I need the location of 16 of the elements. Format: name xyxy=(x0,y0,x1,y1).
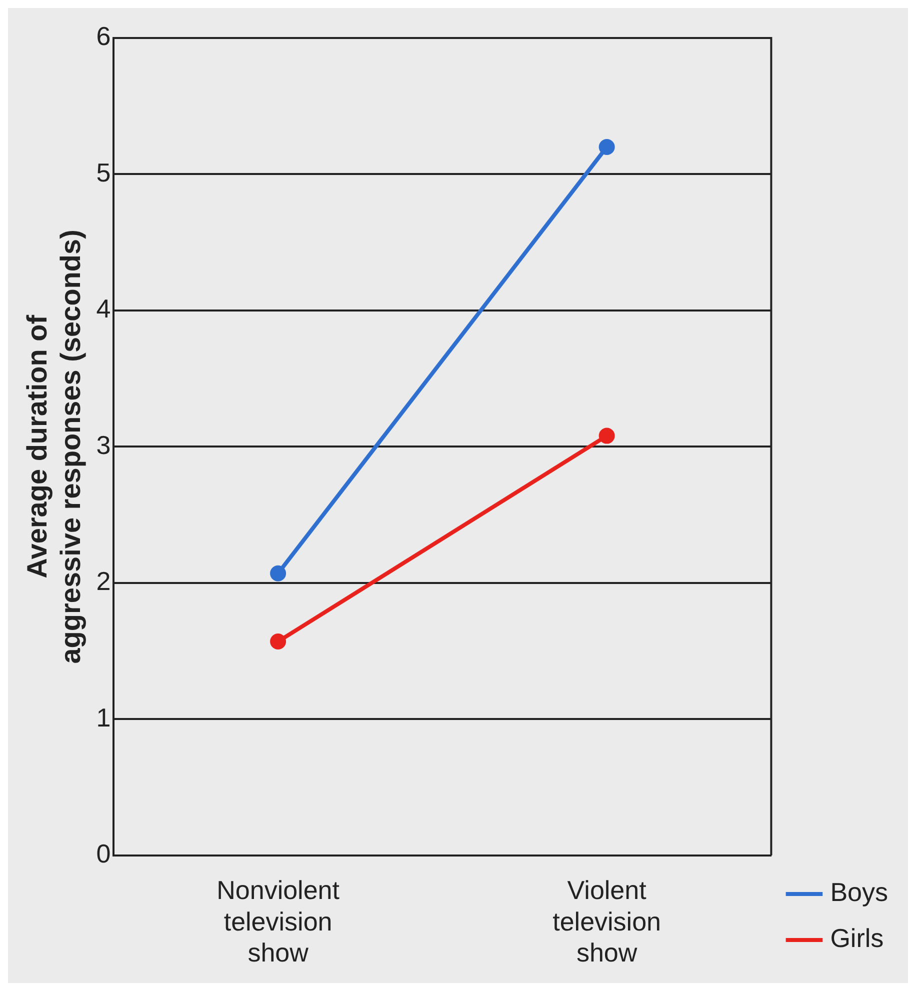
y-tick-label: 0 xyxy=(96,838,111,869)
point xyxy=(598,428,615,444)
y-tick-label: 6 xyxy=(96,21,111,52)
point xyxy=(270,565,286,582)
x-tick-label: Nonviolent television show xyxy=(216,875,340,968)
y-tick-label: 2 xyxy=(96,566,111,596)
y-tick-label: 1 xyxy=(96,702,111,732)
point xyxy=(270,634,286,650)
legend-label: Boys xyxy=(830,877,888,908)
y-tick-label: 3 xyxy=(96,430,111,460)
point xyxy=(598,138,615,155)
y-tick-label: 4 xyxy=(96,294,111,324)
legend-label: Girls xyxy=(830,923,884,954)
y-tick-label: 5 xyxy=(96,157,111,188)
y-axis-title: Average duration of aggressive responses (seconds) xyxy=(22,230,86,664)
x-tick-label: Violent television show xyxy=(552,875,662,968)
